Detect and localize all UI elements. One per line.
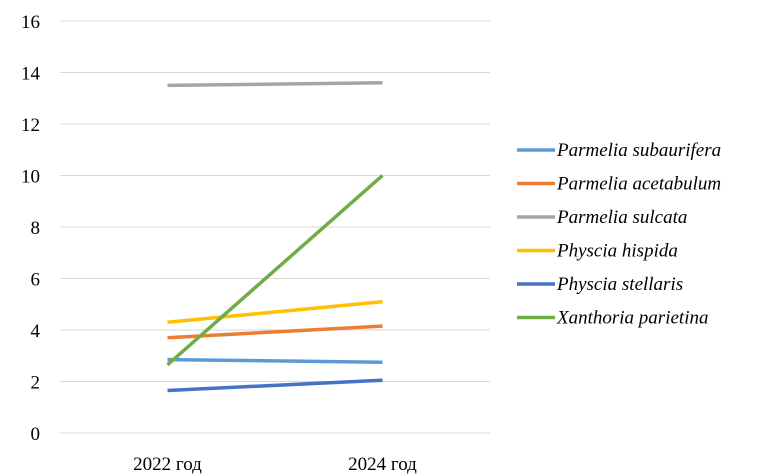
legend-label: Parmelia subaurifera [556,140,721,161]
legend-item: Parmelia acetabulum [517,174,721,195]
legend-item: Parmelia subaurifera [517,140,721,161]
legend-item: Parmelia sulcata [517,207,687,228]
legend-label: Parmelia acetabulum [556,174,721,195]
series-line-3 [167,299,383,325]
gridlines [60,20,490,434]
y-tick-label: 8 [31,218,41,239]
legend-item: Physcia hispida [517,241,678,262]
legend-label: Physcia hispida [556,241,678,262]
legend-label: Physcia stellaris [556,274,683,295]
series-line-2 [167,81,383,88]
y-axis-ticks: 0 2 4 6 8 10 12 14 16 [21,12,41,445]
series-line-1 [167,324,383,340]
y-tick-label: 0 [31,424,41,445]
legend-label: Xanthoria parietina [556,308,708,329]
x-tick-label: 2024 год [348,454,417,475]
y-tick-label: 14 [21,64,41,85]
series-line-5 [166,174,384,367]
y-tick-label: 12 [21,115,40,136]
legend-item: Xanthoria parietina [517,308,708,329]
legend-label: Parmelia sulcata [556,207,687,228]
y-tick-label: 2 [31,373,41,394]
y-tick-label: 16 [21,12,40,33]
legend-item: Physcia stellaris [517,274,683,295]
x-tick-label: 2022 год [133,454,202,475]
x-axis-ticks: 2022 год 2024 год [133,454,417,475]
series-line-0 [167,357,383,364]
legend: Parmelia subaurifera Parmelia acetabulum P… [517,140,721,329]
y-tick-label: 4 [31,321,41,342]
y-tick-label: 6 [31,270,41,291]
y-tick-label: 10 [21,167,40,188]
series-line-4 [167,378,383,393]
series-lines [166,81,384,393]
